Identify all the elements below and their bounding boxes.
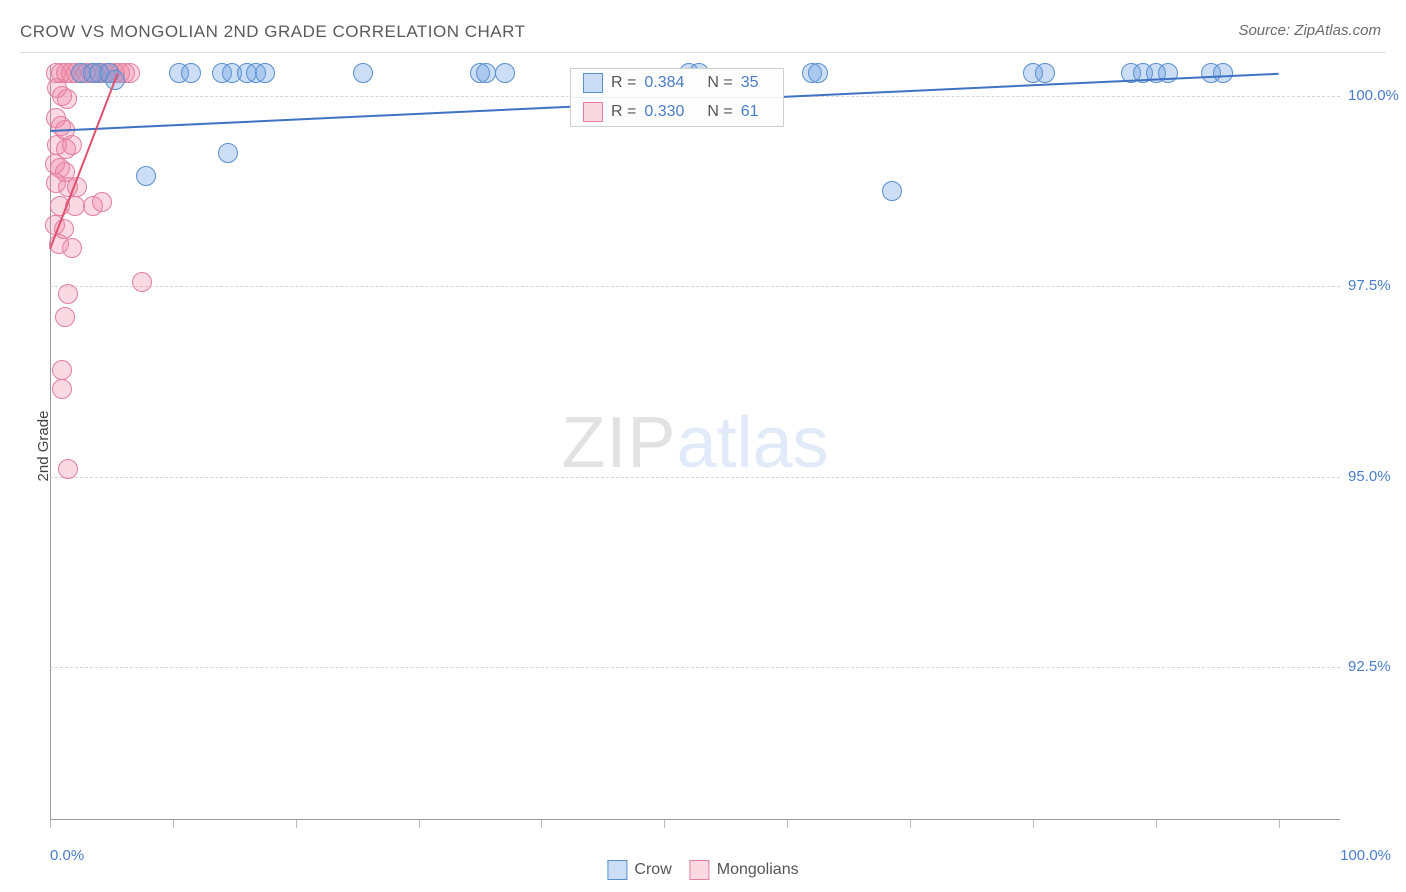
crow-r-value: 0.384 [644,74,699,92]
legend-item-crow: Crow [607,860,671,880]
x-tick [419,820,420,828]
x-tick [173,820,174,828]
stats-legend-row-crow: R = 0.384 N = 35 [571,69,783,98]
crow-point [255,63,275,83]
source-label: Source: ZipAtlas.com [1238,22,1381,39]
x-tick [787,820,788,828]
x-axis-min-label: 0.0% [50,847,84,864]
r-label-2: R = [611,103,636,121]
crow-point [882,181,902,201]
mong-swatch-icon [583,102,603,122]
mong-n-value: 61 [741,103,771,121]
mong-point [55,307,75,327]
watermark-zip: ZIP [561,403,676,483]
y-tick-label: 100.0% [1348,87,1399,104]
mong-point [62,238,82,258]
stats-legend: R = 0.384 N = 35 R = 0.330 N = 61 [570,68,784,127]
series-legend: Crow Mongolians [607,848,798,892]
crow-swatch-icon [583,73,603,93]
legend-item-mong: Mongolians [690,860,799,880]
mong-point [57,89,77,109]
x-tick [541,820,542,828]
y-tick-label: 92.5% [1348,658,1391,675]
mong-point [92,192,112,212]
y-tick-label: 97.5% [1348,277,1391,294]
gridline [50,286,1340,287]
x-axis-line [50,819,1340,820]
mong-point [58,459,78,479]
stats-legend-row-mong: R = 0.330 N = 61 [571,98,783,126]
crow-legend-label: Crow [634,861,671,879]
crow-point [181,63,201,83]
crow-point [495,63,515,83]
x-tick [296,820,297,828]
x-tick [910,820,911,828]
mong-point [58,284,78,304]
crow-point [476,63,496,83]
r-label: R = [611,74,636,92]
n-label-2: N = [707,103,732,121]
watermark: ZIPatlas [561,402,828,484]
crow-point [808,63,828,83]
mong-point [52,360,72,380]
gridline [50,667,1340,668]
mong-r-value: 0.330 [644,103,699,121]
x-tick [1033,820,1034,828]
crow-point [218,143,238,163]
crow-n-value: 35 [741,74,771,92]
crow-point [1035,63,1055,83]
mong-legend-label: Mongolians [717,861,799,879]
crow-point [1213,63,1233,83]
crow-point [353,63,373,83]
mong-point [132,272,152,292]
x-tick [1156,820,1157,828]
header-bar: CROW VS MONGOLIAN 2ND GRADE CORRELATION … [20,22,1386,53]
mong-point [52,379,72,399]
mong-legend-swatch-icon [690,860,710,880]
y-tick-label: 95.0% [1348,468,1391,485]
chart-title: CROW VS MONGOLIAN 2ND GRADE CORRELATION … [20,22,525,41]
x-tick [1279,820,1280,828]
x-tick [50,820,51,828]
x-axis-max-label: 100.0% [1340,847,1391,864]
watermark-atlas: atlas [676,403,828,483]
chart-plot-area: ZIPatlas R = 0.384 N = 35 R = 0.330 N = … [50,65,1340,820]
n-label: N = [707,74,732,92]
mong-point [62,135,82,155]
crow-point [136,166,156,186]
gridline [50,477,1340,478]
crow-legend-swatch-icon [607,860,627,880]
x-tick [664,820,665,828]
